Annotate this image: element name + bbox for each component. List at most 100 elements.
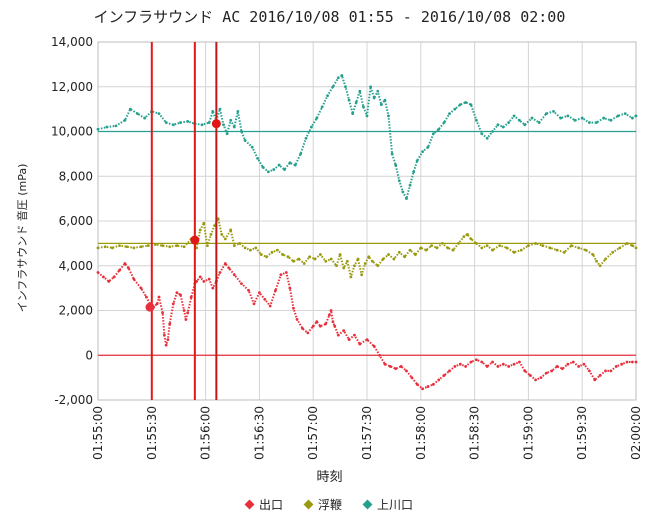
data-point bbox=[512, 250, 516, 254]
data-point bbox=[320, 105, 324, 109]
data-point bbox=[501, 125, 505, 129]
data-point bbox=[523, 123, 527, 127]
data-point bbox=[139, 286, 143, 290]
legend-item[interactable]: 上川口 bbox=[362, 496, 414, 513]
data-point bbox=[229, 118, 233, 122]
data-point bbox=[587, 369, 591, 373]
data-point bbox=[421, 150, 424, 154]
data-point bbox=[562, 250, 566, 254]
data-point bbox=[243, 246, 247, 250]
x-tick-label: 01:58:00 bbox=[414, 406, 428, 460]
data-point bbox=[378, 353, 381, 357]
data-point bbox=[528, 373, 532, 377]
data-point bbox=[171, 302, 175, 306]
data-point bbox=[306, 331, 310, 335]
data-point bbox=[240, 282, 243, 286]
data-point bbox=[200, 123, 204, 127]
data-point bbox=[284, 271, 288, 274]
data-point bbox=[258, 291, 261, 294]
data-point bbox=[220, 233, 224, 236]
data-point bbox=[132, 246, 136, 250]
chart-title: インフラサウンド AC 2016/10/08 01:55 - 2016/10/0… bbox=[93, 8, 566, 26]
data-point bbox=[288, 161, 292, 165]
marker-dot bbox=[145, 302, 155, 312]
data-point bbox=[571, 360, 575, 364]
data-point bbox=[261, 165, 265, 169]
plot-frame bbox=[97, 41, 637, 401]
data-point bbox=[336, 76, 340, 80]
data-point bbox=[616, 114, 620, 118]
data-point bbox=[453, 365, 457, 368]
data-point bbox=[143, 116, 147, 120]
data-point bbox=[345, 259, 349, 263]
data-point bbox=[331, 85, 335, 89]
data-point bbox=[491, 248, 494, 252]
data-point bbox=[464, 101, 468, 104]
data-point bbox=[256, 156, 260, 160]
data-point bbox=[179, 293, 182, 297]
legend-item[interactable]: 出口 bbox=[244, 496, 283, 513]
data-point bbox=[365, 114, 369, 118]
data-point bbox=[175, 291, 179, 294]
data-point bbox=[620, 362, 624, 366]
data-point bbox=[281, 253, 285, 256]
data-point bbox=[164, 121, 168, 124]
data-point bbox=[353, 333, 356, 337]
data-point bbox=[286, 255, 290, 259]
data-point bbox=[376, 89, 380, 93]
data-point bbox=[485, 365, 489, 368]
y-tick-label: 6,000 bbox=[59, 214, 93, 228]
data-point bbox=[198, 275, 202, 279]
data-point bbox=[205, 244, 209, 248]
data-point bbox=[570, 244, 573, 248]
data-point bbox=[485, 244, 489, 248]
data-point bbox=[631, 116, 634, 120]
data-point bbox=[105, 125, 109, 129]
data-point bbox=[344, 85, 347, 89]
data-point bbox=[293, 163, 297, 167]
data-point bbox=[534, 378, 537, 382]
data-point bbox=[211, 109, 215, 113]
data-point bbox=[292, 259, 295, 263]
data-point bbox=[342, 266, 346, 270]
data-point bbox=[541, 244, 545, 248]
data-point bbox=[580, 116, 584, 120]
data-point bbox=[437, 378, 441, 382]
data-point bbox=[310, 125, 313, 129]
y-tick-label: 12,000 bbox=[51, 80, 93, 94]
data-point bbox=[302, 262, 306, 265]
data-point bbox=[275, 248, 279, 252]
data-point bbox=[555, 248, 559, 252]
data-point bbox=[387, 253, 390, 256]
data-point bbox=[442, 121, 446, 124]
data-point bbox=[218, 107, 222, 111]
data-point bbox=[123, 118, 127, 122]
data-point bbox=[609, 118, 613, 122]
data-point bbox=[331, 320, 335, 324]
data-point bbox=[451, 248, 455, 252]
data-point bbox=[523, 369, 527, 373]
data-point bbox=[153, 243, 157, 246]
data-point bbox=[324, 259, 328, 263]
data-point bbox=[501, 362, 505, 366]
x-tick-label: 01:57:30 bbox=[360, 406, 374, 460]
data-point bbox=[505, 246, 509, 250]
data-point bbox=[381, 257, 385, 261]
data-point bbox=[123, 262, 127, 265]
x-tick-label: 01:56:00 bbox=[199, 406, 213, 460]
legend-item[interactable]: 浮鞭 bbox=[303, 496, 342, 513]
data-point bbox=[534, 241, 537, 245]
data-point bbox=[326, 94, 329, 98]
diamond-icon bbox=[362, 499, 373, 510]
data-point bbox=[263, 297, 267, 301]
x-tick-label: 02:00:00 bbox=[629, 406, 643, 460]
legend-label: 上川口 bbox=[377, 498, 414, 512]
y-tick-label: 14,000 bbox=[51, 35, 93, 49]
data-point bbox=[430, 244, 433, 248]
data-point bbox=[324, 322, 328, 326]
x-tick-label: 01:55:30 bbox=[145, 406, 159, 460]
data-point bbox=[338, 253, 342, 256]
data-point bbox=[464, 365, 468, 368]
data-point bbox=[107, 280, 111, 283]
y-tick-label: 2,000 bbox=[59, 304, 93, 318]
